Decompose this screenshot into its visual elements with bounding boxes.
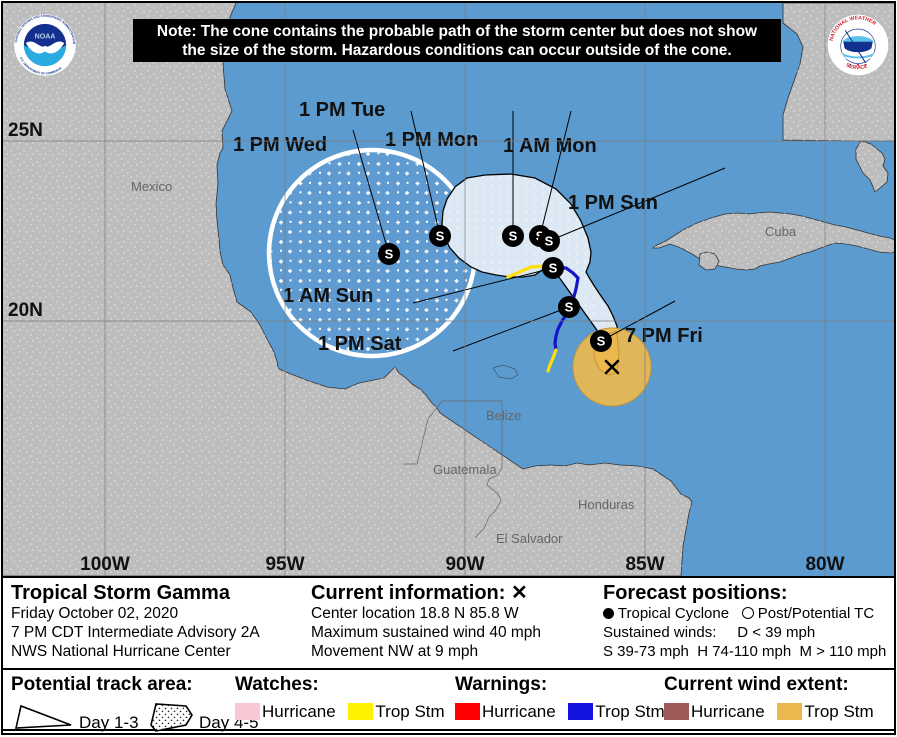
svg-text:1 PM Sun: 1 PM Sun — [568, 192, 658, 214]
svg-text:Guatemala: Guatemala — [433, 462, 497, 477]
svg-text:1 AM Mon: 1 AM Mon — [503, 135, 597, 157]
svg-text:S: S — [597, 334, 606, 349]
svg-text:20N: 20N — [8, 300, 43, 321]
svg-text:Honduras: Honduras — [578, 497, 635, 512]
svg-text:Cuba: Cuba — [765, 224, 797, 239]
svg-text:100W: 100W — [80, 554, 130, 575]
svg-text:95W: 95W — [265, 554, 304, 575]
svg-text:S: S — [565, 300, 574, 315]
svg-text:25N: 25N — [8, 120, 43, 141]
svg-text:S: S — [509, 229, 518, 244]
svg-text:S: S — [549, 261, 558, 276]
svg-text:Day 1-3: Day 1-3 — [79, 713, 139, 732]
svg-text:S: S — [545, 234, 554, 249]
svg-text:Belize: Belize — [486, 408, 521, 423]
svg-text:S: S — [385, 247, 394, 262]
svg-text:Mexico: Mexico — [131, 179, 172, 194]
svg-text:1 AM Sun: 1 AM Sun — [283, 285, 373, 307]
svg-text:NOAA: NOAA — [35, 34, 56, 41]
svg-text:1 PM Mon: 1 PM Mon — [385, 129, 478, 151]
svg-text:90W: 90W — [445, 554, 484, 575]
svg-text:7 PM Fri: 7 PM Fri — [625, 325, 703, 347]
svg-text:1 PM Sat: 1 PM Sat — [318, 333, 402, 355]
svg-text:1 PM Tue: 1 PM Tue — [299, 99, 385, 121]
svg-text:85W: 85W — [625, 554, 664, 575]
svg-text:1 PM Wed: 1 PM Wed — [233, 134, 327, 156]
svg-text:S: S — [436, 229, 445, 244]
svg-text:El Salvador: El Salvador — [496, 531, 563, 546]
svg-text:80W: 80W — [805, 554, 844, 575]
